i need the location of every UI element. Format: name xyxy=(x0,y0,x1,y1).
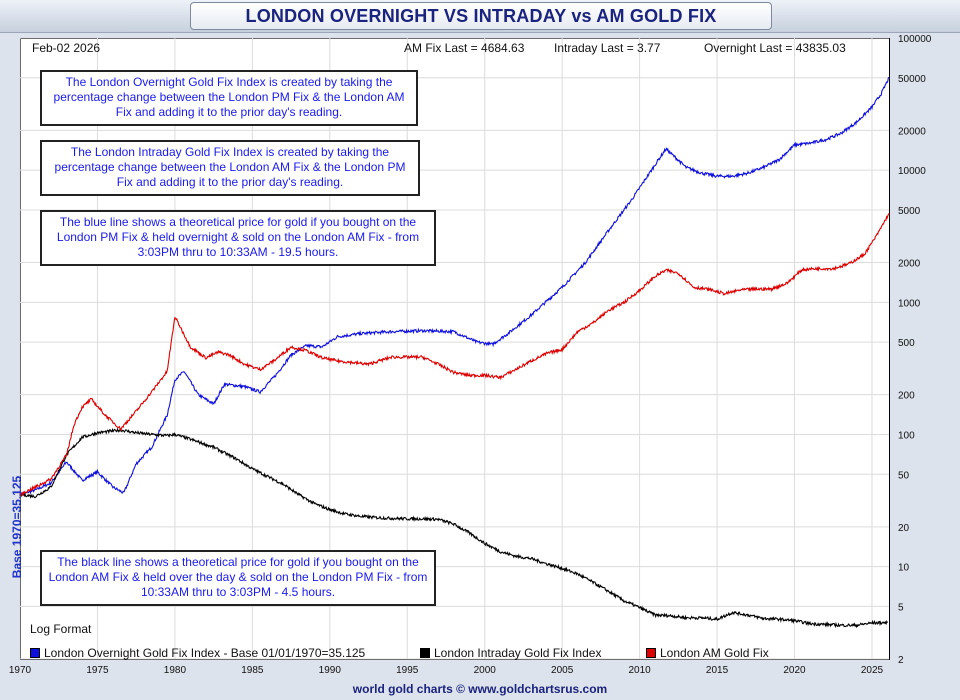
series-line-overnight xyxy=(19,77,890,497)
note-blue-line: The blue line shows a theoretical price … xyxy=(40,210,436,266)
y-tick-label: 100000 xyxy=(898,34,932,45)
legend-overnight-label: London Overnight Gold Fix Index - Base 0… xyxy=(44,646,366,660)
legend-swatch-red xyxy=(646,648,656,658)
x-tick-label: 2010 xyxy=(628,665,651,676)
y-tick-label: 500 xyxy=(898,338,915,349)
legend-swatch-black xyxy=(420,648,430,658)
header-intraday-last: Intraday Last = 3.77 xyxy=(554,41,661,55)
header-am-fix-last: AM Fix Last = 4684.63 xyxy=(404,41,525,55)
note-intraday: The London Intraday Gold Fix Index is cr… xyxy=(40,140,420,196)
chart-title: LONDON OVERNIGHT VS INTRADAY vs AM GOLD … xyxy=(190,2,772,30)
y-tick-label: 100 xyxy=(898,430,915,441)
legend-intraday-label: London Intraday Gold Fix Index xyxy=(434,646,602,660)
y-tick-label: 20 xyxy=(898,523,910,534)
legend-am-fix: London AM Gold Fix xyxy=(646,646,769,660)
y-tick-label: 10000 xyxy=(898,166,926,177)
y-tick-label: 20000 xyxy=(898,126,926,137)
y-tick-label: 5000 xyxy=(898,206,921,217)
y-tick-label: 2000 xyxy=(898,259,921,270)
title-bar: LONDON OVERNIGHT VS INTRADAY vs AM GOLD … xyxy=(0,0,960,33)
x-tick-label: 1980 xyxy=(164,665,187,676)
series-line-am-fix xyxy=(19,213,890,497)
legend-swatch-blue xyxy=(30,648,40,658)
series-line-intraday xyxy=(19,427,888,629)
y-tick-label: 5 xyxy=(898,602,904,613)
x-tick-label: 1975 xyxy=(86,665,109,676)
note-overnight: The London Overnight Gold Fix Index is c… xyxy=(40,70,418,126)
x-tick-label: 1995 xyxy=(396,665,419,676)
header-date: Feb-02 2026 xyxy=(32,41,101,55)
x-tick-label: 1990 xyxy=(319,665,342,676)
x-tick-label: 2000 xyxy=(474,665,497,676)
footer-credit: world gold charts © www.goldchartsrus.co… xyxy=(352,682,608,696)
y-tick-label: 200 xyxy=(898,391,915,402)
y-tick-label: 50 xyxy=(898,470,910,481)
y-axis-base-label: Base 1970=35.125 xyxy=(10,475,24,579)
x-tick-label: 2005 xyxy=(551,665,574,676)
legend-am-fix-label: London AM Gold Fix xyxy=(660,646,769,660)
legend-intraday: London Intraday Gold Fix Index xyxy=(420,646,601,660)
x-tick-label: 2015 xyxy=(706,665,729,676)
legend-overnight: London Overnight Gold Fix Index - Base 0… xyxy=(30,646,365,660)
y-tick-label: 2 xyxy=(898,655,904,666)
x-tick-label: 2020 xyxy=(783,665,806,676)
y-tick-label: 10 xyxy=(898,563,910,574)
x-tick-label: 1985 xyxy=(241,665,264,676)
y-tick-label: 50000 xyxy=(898,74,926,85)
note-black-line: The black line shows a theoretical price… xyxy=(40,550,436,606)
x-tick-label: 2025 xyxy=(861,665,884,676)
x-tick-label: 1970 xyxy=(9,665,32,676)
header-overnight-last: Overnight Last = 43835.03 xyxy=(704,41,846,55)
y-tick-label: 1000 xyxy=(898,298,921,309)
log-format-label: Log Format xyxy=(30,622,92,636)
